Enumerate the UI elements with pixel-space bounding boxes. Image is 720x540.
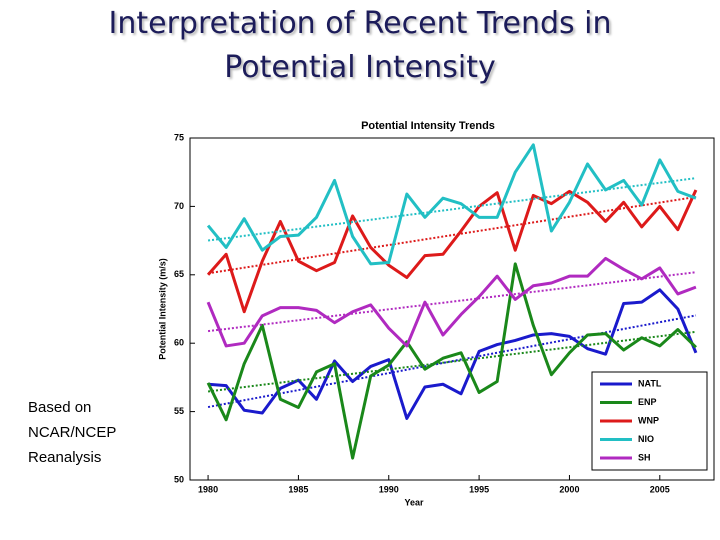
legend-label: ENP (638, 397, 657, 407)
series-line (206, 262, 697, 460)
x-tick-label: 1985 (288, 484, 308, 494)
legend-label: NATL (638, 378, 662, 388)
y-axis-label: Potential Intensity (m/s) (157, 258, 167, 360)
x-tick-label: 1980 (198, 484, 218, 494)
y-tick-label: 75 (174, 132, 184, 142)
x-axis-label: Year (404, 497, 424, 507)
trend-line (207, 177, 697, 242)
y-tick-label: 65 (174, 269, 184, 279)
x-tick-label: 2005 (650, 484, 670, 494)
note: Based on NCAR/NCEP Reanalysis (28, 399, 117, 466)
legend-label: WNP (638, 415, 659, 425)
slide-title: Interpretation of Recent Trends in Poten… (108, 6, 612, 85)
series-line (206, 189, 698, 314)
x-tick-label: 1990 (379, 484, 399, 494)
legend-label: SH (638, 452, 651, 462)
plot-frame (189, 137, 715, 481)
y-tick-label: 55 (174, 406, 184, 416)
x-tick-label: 2000 (559, 484, 579, 494)
chart-title: Potential Intensity Trends (361, 120, 495, 132)
y-tick-label: 70 (174, 201, 184, 211)
x-tick-label: 1995 (469, 484, 489, 494)
legend-label: NIO (638, 434, 654, 444)
series-line (206, 143, 697, 266)
y-tick-label: 50 (174, 474, 184, 484)
series-line (206, 256, 697, 348)
trend-line (207, 271, 697, 333)
series-line (207, 288, 698, 420)
y-tick-label: 60 (174, 338, 184, 348)
